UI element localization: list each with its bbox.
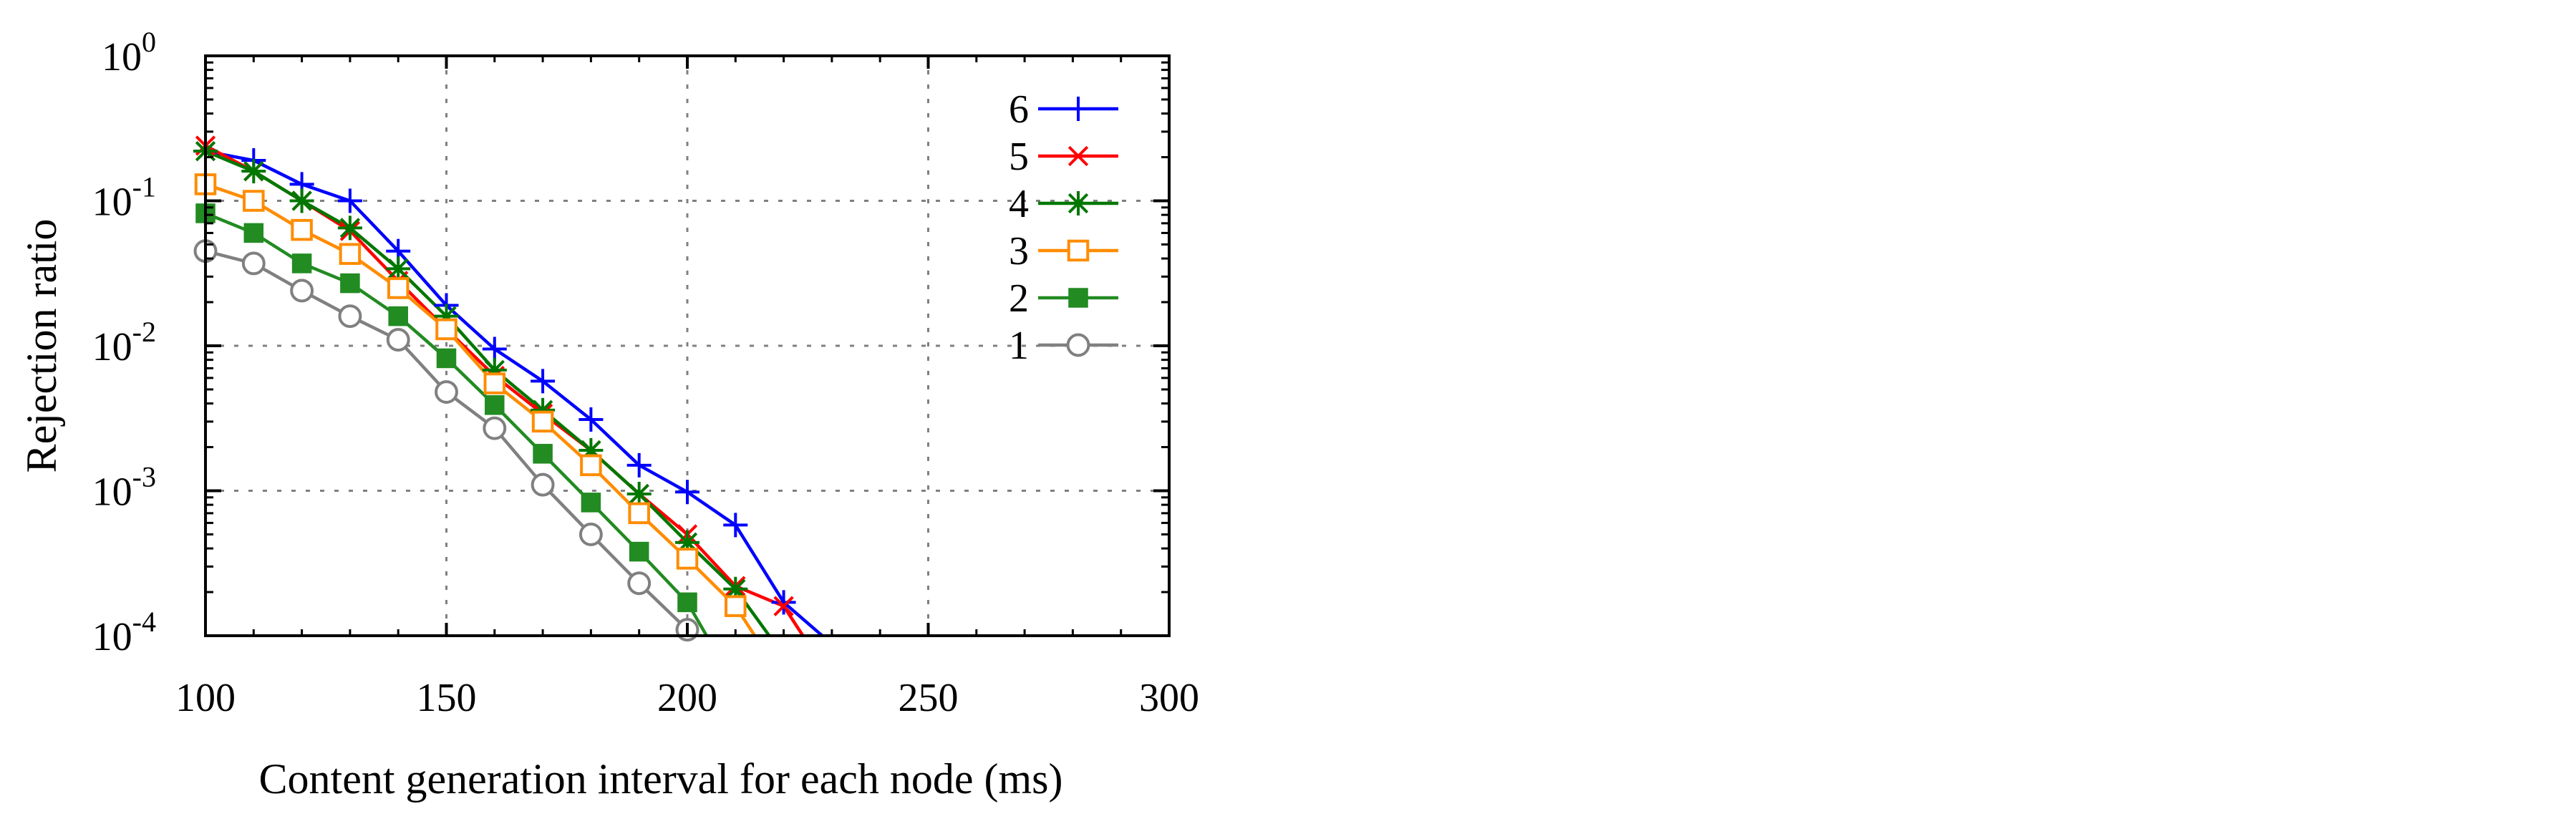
legend-marker: [1066, 97, 1090, 121]
data-point-3: [580, 454, 602, 477]
data-point-2: [533, 444, 553, 464]
data-point-2: [291, 253, 312, 273]
data-point-4: [626, 482, 652, 507]
data-point-4: [723, 576, 748, 601]
data-point-2: [629, 541, 649, 562]
data-point-4: [482, 357, 507, 382]
x-tick-label: 250: [899, 676, 959, 720]
legend-entry-2: 2: [1009, 276, 1118, 321]
data-point-2: [340, 273, 360, 294]
series-line-3: [205, 183, 757, 636]
data-point-2: [243, 223, 264, 243]
series-line-6: [205, 149, 823, 636]
y-tick-label: 10-2: [92, 316, 156, 369]
data-point-1: [338, 304, 362, 329]
data-point-3: [387, 277, 410, 299]
x-axis-label: Content generation interval for each nod…: [259, 755, 1063, 803]
data-point-1: [483, 416, 507, 440]
data-point-3: [676, 548, 699, 570]
legend-label: 1: [1009, 324, 1029, 368]
data-point-4: [675, 530, 699, 555]
x-tick-label: 300: [1139, 676, 1199, 720]
data-point-4: [241, 159, 266, 184]
data-point-2: [388, 306, 408, 326]
legend-entry-1: 1: [1009, 324, 1118, 368]
data-point-6: [675, 480, 699, 505]
data-point-1: [241, 251, 266, 276]
legend-label: 4: [1009, 182, 1029, 226]
legend-marker: [1066, 191, 1090, 215]
data-point-3: [483, 372, 506, 394]
legend-label: 3: [1009, 229, 1029, 273]
legend-label: 5: [1009, 135, 1029, 179]
data-point-4: [578, 438, 604, 463]
data-point-6: [771, 590, 796, 615]
data-point-1: [435, 380, 458, 404]
y-tick-label: 10-1: [92, 171, 156, 225]
data-point-6: [723, 513, 748, 538]
data-point-4: [337, 215, 362, 241]
data-point-1: [578, 523, 603, 546]
legend-entry-5: 5: [1009, 135, 1118, 179]
marker-layer: [193, 135, 796, 642]
data-point-6: [626, 452, 652, 478]
legend-marker: [1067, 145, 1089, 167]
data-point-3: [291, 218, 313, 241]
data-point-3: [628, 502, 650, 525]
data-point-3: [531, 410, 554, 433]
series-line-2: [205, 211, 708, 636]
data-point-5: [773, 596, 794, 616]
y-tick-label: 10-4: [92, 606, 156, 659]
legend-label: 6: [1009, 87, 1029, 132]
data-point-2: [677, 592, 697, 613]
legend-entry-6: 6: [1009, 87, 1118, 132]
x-tick-label: 200: [657, 676, 717, 720]
data-point-4: [289, 188, 314, 213]
data-point-1: [627, 571, 652, 596]
data-point-1: [531, 472, 555, 497]
legend-marker: [1066, 333, 1090, 357]
data-point-1: [386, 328, 410, 352]
grid: [205, 56, 1169, 636]
data-point-2: [485, 395, 505, 415]
data-point-4: [434, 304, 459, 329]
x-tick-label: 150: [417, 676, 477, 720]
data-point-3: [339, 243, 362, 265]
legend-label: 2: [1009, 276, 1029, 321]
data-point-4: [386, 256, 411, 281]
data-point-1: [290, 278, 314, 303]
data-point-6: [337, 188, 362, 213]
y-tick-label: 100: [102, 26, 156, 79]
data-point-6: [482, 336, 507, 362]
legend-entry-4: 4: [1009, 182, 1118, 226]
legend-marker: [1067, 239, 1090, 262]
legend-entry-3: 3: [1009, 229, 1118, 273]
x-tick-label: 100: [175, 676, 236, 720]
y-tick-label: 10-3: [92, 461, 156, 515]
data-point-2: [581, 493, 601, 513]
data-point-6: [531, 369, 556, 394]
ticks: 100 150 200 250 300 100 10-1 10-2 10-3 10-4: [92, 26, 1199, 720]
data-point-3: [725, 595, 747, 617]
legend-marker: [1068, 288, 1088, 308]
data-point-3: [435, 318, 457, 341]
data-point-4: [531, 397, 556, 422]
y-axis-label: Rejection ratio: [18, 219, 65, 473]
data-point-2: [436, 348, 457, 369]
data-point-6: [578, 407, 604, 432]
data-point-3: [243, 190, 265, 212]
